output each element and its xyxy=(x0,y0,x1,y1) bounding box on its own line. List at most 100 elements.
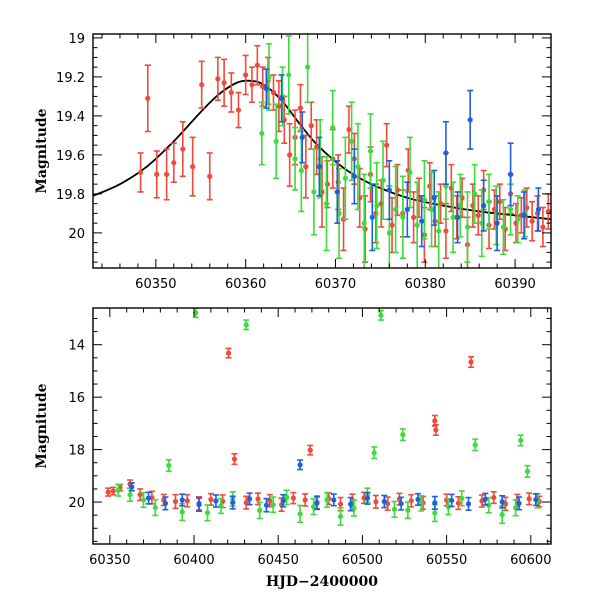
y-tick-label: 20 xyxy=(68,227,85,242)
data-point xyxy=(373,499,379,505)
y-tick-label: 19.4 xyxy=(56,110,85,125)
x-tick-label: 60400 xyxy=(173,553,214,568)
data-point xyxy=(361,220,367,226)
data-point xyxy=(436,228,442,234)
data-point xyxy=(535,206,542,213)
data-point xyxy=(280,498,286,504)
series-green xyxy=(258,34,528,268)
plot-frame xyxy=(92,307,552,545)
data-point xyxy=(110,488,116,494)
data-point xyxy=(171,160,177,166)
data-point xyxy=(468,359,474,365)
data-point xyxy=(472,442,478,448)
data-point xyxy=(393,206,399,213)
data-point xyxy=(411,214,417,220)
x-tick-label: 60350 xyxy=(135,277,176,292)
data-point xyxy=(414,222,420,228)
x-tick-label: 60390 xyxy=(494,277,535,292)
data-point xyxy=(273,138,279,144)
data-point xyxy=(493,212,499,218)
data-point xyxy=(290,495,296,501)
data-point xyxy=(270,502,276,508)
data-point xyxy=(145,95,151,101)
data-point xyxy=(243,72,249,78)
data-point xyxy=(152,504,158,511)
data-point xyxy=(310,504,317,510)
data-point xyxy=(369,214,375,220)
x-tick-label: 60370 xyxy=(315,277,356,292)
data-point xyxy=(298,167,304,174)
data-point xyxy=(404,206,410,213)
data-point xyxy=(432,510,438,516)
y-axis-title: Magnitude xyxy=(34,383,50,468)
data-point xyxy=(486,502,492,508)
series-red xyxy=(105,347,543,513)
data-point xyxy=(457,203,463,209)
data-point xyxy=(526,496,532,502)
data-point xyxy=(533,497,539,503)
plot-area xyxy=(93,34,551,268)
y-tick-label: 20 xyxy=(68,496,85,511)
x-tick-label: 60380 xyxy=(405,277,446,292)
data-point xyxy=(507,171,514,177)
y-axis-title: Magnitude xyxy=(34,108,50,193)
data-point xyxy=(179,509,185,515)
data-point xyxy=(367,148,374,154)
data-point xyxy=(499,512,505,518)
data-point xyxy=(140,497,147,503)
data-point xyxy=(324,497,330,503)
data-point xyxy=(486,199,492,205)
data-point xyxy=(374,203,380,209)
data-point xyxy=(400,214,406,220)
data-point xyxy=(314,500,320,506)
data-point xyxy=(225,350,232,356)
data-point xyxy=(172,498,179,505)
y-tick-label: 19.6 xyxy=(56,149,85,164)
data-point xyxy=(297,511,303,517)
x-tick-label: 60350 xyxy=(89,553,130,568)
data-point xyxy=(317,156,323,162)
data-point xyxy=(398,501,404,507)
x-tick-label: 60500 xyxy=(342,553,383,568)
data-point xyxy=(524,468,531,474)
data-point xyxy=(190,164,196,170)
data-point xyxy=(316,164,322,170)
data-point xyxy=(540,224,546,230)
data-point xyxy=(249,82,255,88)
data-point xyxy=(386,230,392,236)
data-point xyxy=(475,212,481,218)
data-point xyxy=(445,504,451,510)
data-point xyxy=(145,495,152,501)
bottom-panel: 60350 60400 60450 60500 60550 60600 14 16 18 20 Ma… xyxy=(34,307,552,590)
data-point xyxy=(465,501,472,507)
data-point xyxy=(331,497,337,503)
x-tick-label: 60450 xyxy=(258,553,299,568)
data-point xyxy=(391,506,398,512)
data-point xyxy=(449,497,455,504)
data-point xyxy=(455,214,461,220)
data-point xyxy=(351,505,357,511)
data-point xyxy=(386,187,392,193)
y-tick-label: 14 xyxy=(68,339,85,354)
data-point xyxy=(443,150,449,156)
data-point xyxy=(162,500,169,506)
data-point xyxy=(330,125,336,131)
data-point xyxy=(432,218,438,224)
data-point xyxy=(324,181,330,187)
top-panel: 60350 60360 60370 60380 60390 19 19.2 19.4 19.6 1… xyxy=(34,32,552,292)
data-point xyxy=(405,507,411,513)
data-point xyxy=(500,224,507,230)
data-point xyxy=(415,496,421,503)
data-point xyxy=(270,89,277,96)
data-point xyxy=(127,492,133,498)
data-point xyxy=(297,105,304,111)
x-tick-label: 60600 xyxy=(510,553,551,568)
data-point xyxy=(380,177,386,183)
data-point xyxy=(443,228,449,234)
data-point xyxy=(263,502,270,508)
data-point xyxy=(179,497,185,503)
data-point xyxy=(450,214,456,220)
data-point xyxy=(311,189,317,195)
data-point xyxy=(362,226,368,232)
data-point xyxy=(428,206,435,213)
